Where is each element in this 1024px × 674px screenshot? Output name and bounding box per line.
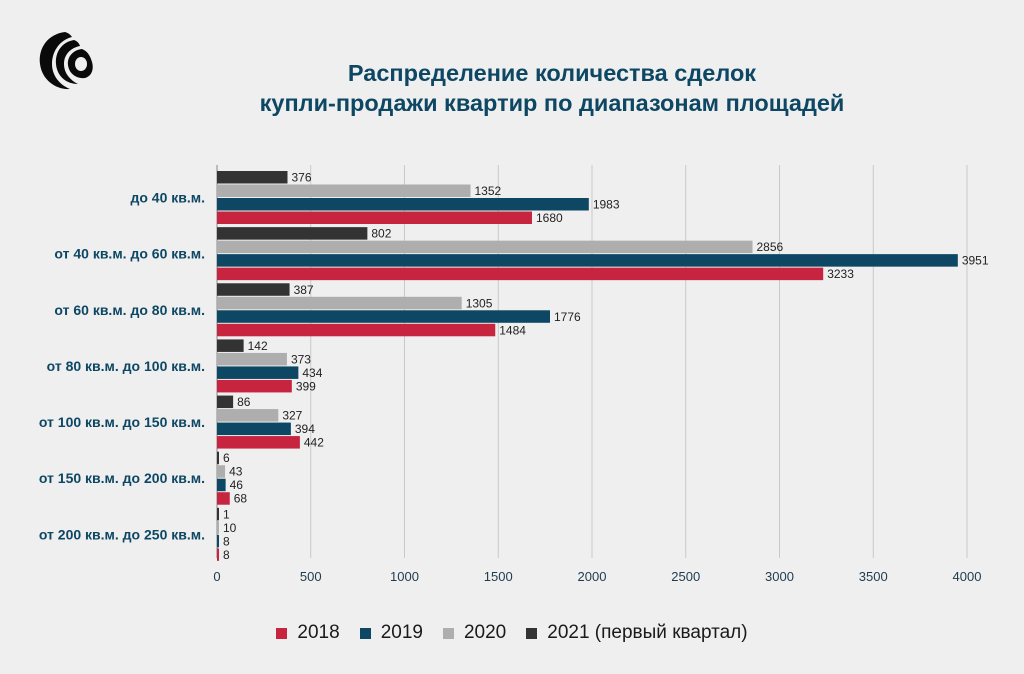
chart-title-line-2: купли-продажи квартир по диапазонам площ… bbox=[259, 90, 845, 116]
legend-label: 2018 bbox=[297, 622, 340, 643]
bar bbox=[217, 323, 496, 337]
legend-swatch bbox=[442, 627, 454, 639]
bar bbox=[217, 422, 291, 436]
data-label: 394 bbox=[295, 422, 315, 436]
data-label: 387 bbox=[294, 283, 314, 297]
legend-item: 2018 bbox=[276, 622, 340, 644]
data-label: 442 bbox=[304, 436, 324, 450]
category-label: до 40 кв.м. bbox=[130, 190, 205, 206]
bar bbox=[217, 171, 288, 184]
legend-swatch bbox=[276, 627, 288, 639]
bar bbox=[217, 534, 219, 548]
bar bbox=[217, 409, 279, 422]
bar bbox=[217, 395, 234, 409]
bar bbox=[217, 184, 471, 197]
data-label: 1776 bbox=[554, 310, 581, 324]
data-label: 327 bbox=[282, 409, 302, 423]
x-tick-label: 2000 bbox=[578, 569, 607, 584]
data-label: 3951 bbox=[962, 254, 989, 268]
data-label: 142 bbox=[248, 339, 268, 353]
bar bbox=[217, 198, 589, 211]
category-label: от 80 кв.м. до 100 кв.м. bbox=[47, 358, 205, 374]
category-label: от 40 кв.м. до 60 кв.м. bbox=[54, 246, 205, 262]
data-label: 3233 bbox=[827, 267, 854, 281]
bar bbox=[217, 296, 462, 310]
legend-label: 2020 bbox=[463, 622, 507, 643]
legend-swatch bbox=[359, 627, 371, 639]
bar bbox=[217, 436, 300, 449]
chart-legend: 2018 2019 2020 2021 (первый квартал) bbox=[0, 622, 1024, 644]
bar bbox=[217, 548, 219, 561]
bar bbox=[217, 465, 226, 478]
data-label: 43 bbox=[229, 465, 243, 479]
x-tick-label: 0 bbox=[213, 569, 220, 584]
legend-swatch bbox=[526, 627, 538, 639]
bar-chart: 0 500 1000 1500 2000 2500 3000 3500 4000 до 40 кв… bbox=[39, 165, 989, 584]
x-tick-label: 3500 bbox=[859, 569, 888, 584]
data-label: 1680 bbox=[536, 211, 563, 225]
legend-item: 2019 bbox=[359, 622, 423, 644]
company-logo-icon bbox=[39, 32, 93, 90]
data-label: 8 bbox=[223, 534, 230, 548]
x-tick-label: 500 bbox=[300, 569, 322, 584]
data-label: 399 bbox=[296, 379, 316, 393]
bar bbox=[217, 478, 226, 492]
bar bbox=[217, 283, 290, 296]
data-label: 46 bbox=[230, 478, 244, 492]
data-label: 86 bbox=[237, 395, 251, 409]
bar bbox=[217, 254, 958, 267]
data-label: 802 bbox=[371, 227, 391, 241]
data-label: 1305 bbox=[466, 296, 493, 310]
data-label: 68 bbox=[234, 492, 248, 506]
bar bbox=[217, 339, 244, 352]
bar bbox=[217, 379, 292, 393]
bar bbox=[217, 310, 550, 323]
x-tick-label: 4000 bbox=[953, 569, 982, 584]
data-label: 10 bbox=[223, 521, 237, 535]
data-label: 434 bbox=[302, 366, 322, 380]
bar bbox=[217, 366, 299, 379]
category-label: от 100 кв.м. до 150 кв.м. bbox=[39, 414, 205, 430]
data-label: 1 bbox=[223, 507, 230, 521]
legend-item: 2020 bbox=[442, 622, 507, 644]
data-label: 1983 bbox=[593, 198, 620, 212]
bar bbox=[217, 507, 219, 521]
legend-item: 2021 (первый квартал) bbox=[526, 622, 748, 644]
bar bbox=[217, 492, 230, 505]
chart-title-line-1: Распределение количества сделок bbox=[347, 60, 757, 86]
bar bbox=[217, 227, 368, 240]
data-label: 2856 bbox=[757, 240, 784, 254]
chart-title: Распределение количества сделок купли-пр… bbox=[190, 58, 914, 118]
category-label: от 60 кв.м. до 80 кв.м. bbox=[54, 302, 205, 318]
data-label: 8 bbox=[223, 548, 230, 562]
x-tick-label: 1000 bbox=[390, 569, 419, 584]
bar bbox=[217, 451, 219, 465]
bar bbox=[217, 211, 532, 224]
bar bbox=[217, 521, 219, 534]
data-label: 1352 bbox=[475, 184, 502, 198]
category-label: от 200 кв.м. до 250 кв.м. bbox=[39, 526, 205, 542]
x-tick-label: 3000 bbox=[765, 569, 794, 584]
legend-label: 2019 bbox=[380, 622, 423, 643]
data-label: 373 bbox=[291, 352, 311, 366]
bar bbox=[217, 267, 824, 281]
bar bbox=[217, 240, 753, 254]
x-tick-label: 1500 bbox=[484, 569, 513, 584]
data-label: 1484 bbox=[499, 323, 526, 337]
data-label: 376 bbox=[292, 171, 312, 185]
data-label: 6 bbox=[223, 451, 230, 465]
x-tick-label: 2500 bbox=[671, 569, 700, 584]
category-label: от 150 кв.м. до 200 кв.м. bbox=[39, 470, 205, 486]
legend-label: 2021 (первый квартал) bbox=[547, 622, 748, 643]
bar bbox=[217, 352, 287, 366]
